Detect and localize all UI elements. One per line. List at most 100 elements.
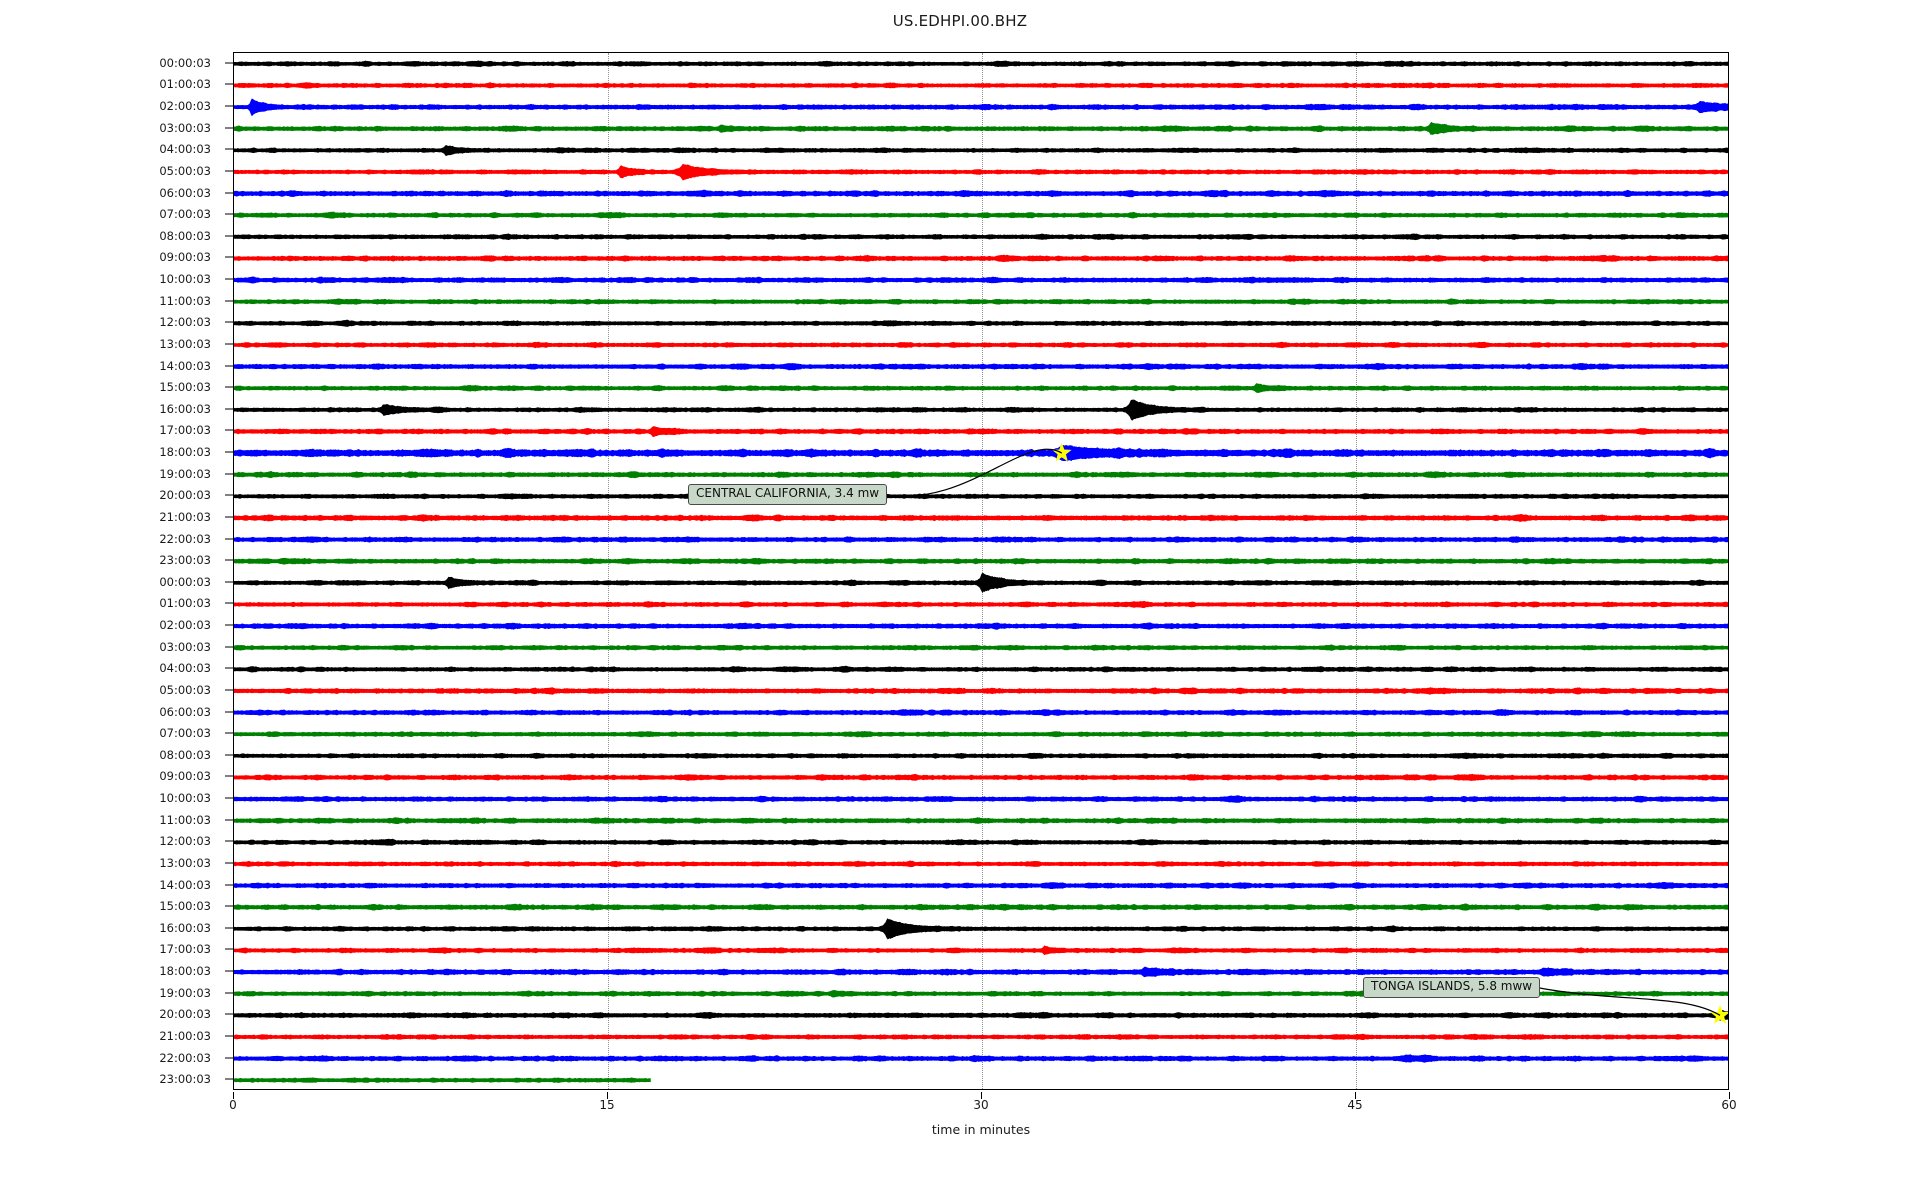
y-axis-tick-label: 15:00:03 xyxy=(159,380,211,395)
seismic-trace xyxy=(234,163,1728,181)
seismic-trace xyxy=(234,98,1728,117)
y-axis-tick-mark xyxy=(225,819,233,821)
y-axis-tick-mark xyxy=(225,256,233,258)
y-axis-tick-mark xyxy=(225,797,233,799)
seismic-trace xyxy=(234,600,1728,609)
y-axis-tick-label: 22:00:03 xyxy=(159,1050,211,1065)
y-axis-tick-mark xyxy=(225,905,233,907)
y-axis-tick-label: 03:00:03 xyxy=(159,120,211,135)
y-axis-tick-mark xyxy=(225,732,233,734)
y-axis-tick-label: 00:00:03 xyxy=(159,574,211,589)
seismic-trace xyxy=(234,319,1728,327)
y-axis-tick-label: 00:00:03 xyxy=(159,55,211,70)
seismic-trace xyxy=(234,990,1728,998)
seismic-trace xyxy=(234,1010,1728,1021)
y-axis-tick-mark xyxy=(225,451,233,453)
seismic-trace xyxy=(234,145,1728,156)
seismic-trace xyxy=(234,1033,1728,1041)
y-axis-tick-mark xyxy=(225,1013,233,1015)
y-axis-tick-mark xyxy=(225,992,233,994)
x-axis-tick-label: 30 xyxy=(973,1098,989,1112)
y-axis-tick-label: 19:00:03 xyxy=(159,985,211,1000)
seismic-trace xyxy=(234,276,1728,284)
y-axis-tick-mark xyxy=(225,473,233,475)
y-axis-tick-mark xyxy=(225,862,233,864)
y-axis-tick-mark xyxy=(225,213,233,215)
y-axis-tick-mark xyxy=(225,581,233,583)
y-axis-tick-mark xyxy=(225,343,233,345)
x-axis-tick-label: 15 xyxy=(599,1098,615,1112)
seismic-trace xyxy=(234,860,1728,868)
seismic-trace xyxy=(234,383,1728,393)
y-axis-tick-mark xyxy=(225,927,233,929)
y-axis-tick-label: 12:00:03 xyxy=(159,315,211,330)
seismic-trace xyxy=(234,399,1728,421)
y-axis-tick-label: 10:00:03 xyxy=(159,791,211,806)
event-annotation-label-tonga-islands[interactable]: TONGA ISLANDS, 5.8 mww xyxy=(1363,977,1541,998)
y-axis-tick-labels: 00:00:03 01:00:03 02:00:03 03:00:03 04:00:03… xyxy=(0,52,233,1090)
x-axis-tick-label: 0 xyxy=(229,1098,237,1112)
y-axis-tick-mark xyxy=(225,1057,233,1059)
y-axis-tick-mark xyxy=(225,494,233,496)
y-axis-tick-mark xyxy=(225,365,233,367)
y-axis-tick-label: 20:00:03 xyxy=(159,488,211,503)
y-axis-tick-label: 13:00:03 xyxy=(159,855,211,870)
y-axis-tick-label: 06:00:03 xyxy=(159,185,211,200)
y-axis-tick-mark xyxy=(225,775,233,777)
y-axis-tick-label: 04:00:03 xyxy=(159,142,211,157)
y-axis-tick-mark xyxy=(225,559,233,561)
y-axis-tick-label: 08:00:03 xyxy=(159,228,211,243)
y-axis-tick-label: 15:00:03 xyxy=(159,899,211,914)
y-axis-tick-mark xyxy=(225,192,233,194)
y-axis-tick-mark xyxy=(225,321,233,323)
y-axis-tick-label: 01:00:03 xyxy=(159,77,211,92)
y-axis-tick-label: 01:00:03 xyxy=(159,596,211,611)
y-axis-tick-label: 04:00:03 xyxy=(159,661,211,676)
seismic-trace xyxy=(234,536,1728,543)
x-axis-tick-mark xyxy=(233,1092,234,1099)
y-axis-tick-label: 14:00:03 xyxy=(159,358,211,373)
seismic-trace xyxy=(234,773,1728,781)
y-axis-tick-label: 13:00:03 xyxy=(159,336,211,351)
seismic-trace xyxy=(234,470,1728,479)
seismic-trace xyxy=(234,254,1728,263)
seismic-trace xyxy=(234,881,1728,890)
y-axis-tick-label: 23:00:03 xyxy=(159,1072,211,1087)
y-axis-tick-mark xyxy=(225,408,233,410)
y-axis-tick-mark xyxy=(225,624,233,626)
y-axis-tick-mark xyxy=(225,105,233,107)
y-axis-tick-mark xyxy=(225,235,233,237)
x-axis-tick-mark xyxy=(1729,1092,1730,1099)
seismic-trace xyxy=(234,1077,651,1083)
y-axis-tick-label: 06:00:03 xyxy=(159,704,211,719)
seismic-trace xyxy=(234,903,1728,911)
y-axis-tick-label: 21:00:03 xyxy=(159,1028,211,1043)
seismic-trace xyxy=(234,966,1728,978)
y-axis-tick-label: 07:00:03 xyxy=(159,726,211,741)
helicorder-plot-area xyxy=(233,52,1729,1090)
y-axis-tick-mark xyxy=(225,386,233,388)
seismic-trace xyxy=(234,708,1728,717)
y-axis-tick-mark xyxy=(225,429,233,431)
event-annotation-label-central-california[interactable]: CENTRAL CALIFORNIA, 3.4 mw xyxy=(688,484,888,505)
y-axis-tick-mark xyxy=(225,127,233,129)
seismic-trace xyxy=(234,622,1728,630)
x-axis-tick-labels: 0 15 30 45 60 xyxy=(0,1092,1920,1132)
y-axis-tick-mark xyxy=(225,646,233,648)
y-axis-tick-mark xyxy=(225,1078,233,1080)
x-axis-tick-label: 45 xyxy=(1347,1098,1363,1112)
seismic-trace xyxy=(234,752,1728,760)
y-axis-tick-mark xyxy=(225,602,233,604)
y-axis-tick-mark xyxy=(225,667,233,669)
y-axis-tick-label: 05:00:03 xyxy=(159,163,211,178)
y-axis-tick-label: 16:00:03 xyxy=(159,401,211,416)
y-axis-tick-mark xyxy=(225,754,233,756)
y-axis-tick-mark xyxy=(225,970,233,972)
y-axis-tick-mark xyxy=(225,148,233,150)
y-axis-tick-mark xyxy=(225,516,233,518)
x-axis-tick-mark xyxy=(981,1092,982,1099)
y-axis-tick-mark xyxy=(225,83,233,85)
y-axis-tick-label: 23:00:03 xyxy=(159,553,211,568)
x-axis-tick-label: 60 xyxy=(1721,1098,1737,1112)
